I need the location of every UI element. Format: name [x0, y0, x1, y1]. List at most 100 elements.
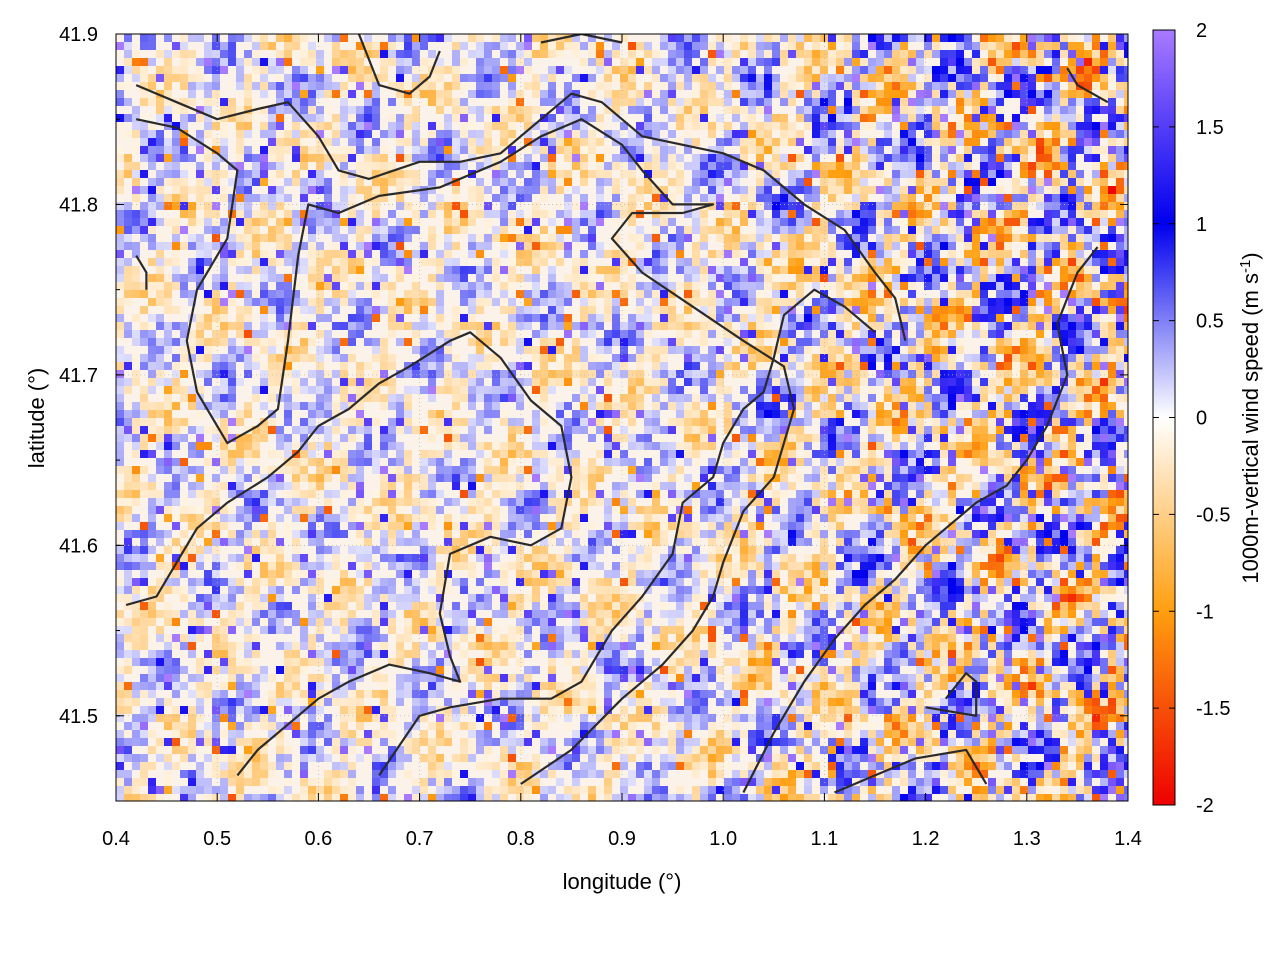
- heatmap-cell: [988, 314, 996, 322]
- heatmap-cell: [996, 66, 1004, 74]
- heatmap-cell: [380, 338, 388, 346]
- heatmap-cell: [468, 122, 476, 130]
- heatmap-cell: [1028, 402, 1036, 410]
- heatmap-cell: [932, 138, 940, 146]
- heatmap-cell: [764, 226, 772, 234]
- heatmap-cell: [172, 386, 180, 394]
- heatmap-cell: [796, 250, 804, 258]
- heatmap-cell: [660, 34, 668, 42]
- heatmap-cell: [652, 194, 660, 202]
- heatmap-cell: [220, 266, 228, 274]
- heatmap-cell: [228, 354, 236, 362]
- heatmap-cell: [804, 218, 812, 226]
- heatmap-cell: [372, 122, 380, 130]
- heatmap-cell: [228, 346, 236, 354]
- heatmap-cell: [652, 258, 660, 266]
- heatmap-cell: [1116, 154, 1124, 162]
- heatmap-cell: [996, 98, 1004, 106]
- heatmap-cell: [980, 274, 988, 282]
- heatmap-cell: [1108, 250, 1116, 258]
- heatmap-cell: [772, 210, 780, 218]
- heatmap-cell: [1028, 50, 1036, 58]
- heatmap-cell: [332, 122, 340, 130]
- heatmap-cell: [436, 314, 444, 322]
- heatmap-cell: [188, 234, 196, 242]
- heatmap-cell: [556, 210, 564, 218]
- heatmap-cell: [868, 314, 876, 322]
- heatmap-cell: [1084, 130, 1092, 138]
- heatmap-cell: [1124, 106, 1128, 114]
- heatmap-cell: [788, 330, 796, 338]
- heatmap-cell: [588, 138, 596, 146]
- heatmap-cell: [804, 258, 812, 266]
- heatmap-cell: [284, 250, 292, 258]
- heatmap-cell: [836, 58, 844, 66]
- heatmap-cell: [900, 170, 908, 178]
- heatmap-cell: [916, 314, 924, 322]
- heatmap-cell: [980, 250, 988, 258]
- heatmap-cell: [236, 146, 244, 154]
- heatmap-cell: [628, 170, 636, 178]
- heatmap-cell: [428, 178, 436, 186]
- heatmap-cell: [1100, 90, 1108, 98]
- heatmap-cell: [780, 34, 788, 42]
- heatmap-cell: [708, 298, 716, 306]
- heatmap-cell: [852, 50, 860, 58]
- heatmap-cell: [716, 378, 724, 386]
- heatmap-cell: [596, 138, 604, 146]
- heatmap-cell: [1028, 282, 1036, 290]
- heatmap-cell: [508, 82, 516, 90]
- heatmap-cell: [356, 410, 364, 418]
- heatmap-cell: [516, 322, 524, 330]
- heatmap-cell: [836, 338, 844, 346]
- heatmap-cell: [724, 154, 732, 162]
- heatmap-cell: [212, 66, 220, 74]
- heatmap-cell: [604, 210, 612, 218]
- heatmap-cell: [180, 282, 188, 290]
- heatmap-cell: [1084, 82, 1092, 90]
- heatmap-cell: [652, 146, 660, 154]
- heatmap-cell: [524, 186, 532, 194]
- heatmap-cell: [268, 66, 276, 74]
- heatmap-cell: [356, 234, 364, 242]
- heatmap-cell: [332, 386, 340, 394]
- heatmap-cell: [1116, 34, 1124, 42]
- heatmap-cell: [204, 298, 212, 306]
- heatmap-cell: [812, 218, 820, 226]
- heatmap-cell: [444, 82, 452, 90]
- heatmap-cell: [204, 402, 212, 410]
- heatmap-cell: [740, 82, 748, 90]
- heatmap-cell: [1052, 354, 1060, 362]
- heatmap-cell: [532, 266, 540, 274]
- heatmap-cell: [116, 394, 124, 402]
- heatmap-cell: [356, 274, 364, 282]
- heatmap-cell: [740, 186, 748, 194]
- heatmap-cell: [580, 298, 588, 306]
- heatmap-cell: [620, 354, 628, 362]
- heatmap-cell: [1060, 34, 1068, 42]
- heatmap-cell: [508, 338, 516, 346]
- heatmap-cell: [796, 402, 804, 410]
- heatmap-cell: [1100, 354, 1108, 362]
- heatmap-cell: [204, 130, 212, 138]
- heatmap-cell: [116, 122, 124, 130]
- heatmap-cell: [460, 114, 468, 122]
- heatmap-cell: [796, 426, 804, 434]
- heatmap-cell: [1044, 74, 1052, 82]
- heatmap-cell: [676, 98, 684, 106]
- heatmap-cell: [788, 402, 796, 410]
- heatmap-cell: [428, 370, 436, 378]
- heatmap-cell: [388, 58, 396, 66]
- heatmap-cell: [884, 130, 892, 138]
- heatmap-cell: [284, 218, 292, 226]
- heatmap-cell: [604, 410, 612, 418]
- heatmap-cell: [508, 418, 516, 426]
- heatmap-cell: [644, 410, 652, 418]
- heatmap-cell: [324, 314, 332, 322]
- heatmap-cell: [684, 306, 692, 314]
- heatmap-cell: [148, 282, 156, 290]
- heatmap-cell: [708, 378, 716, 386]
- heatmap-cell: [764, 282, 772, 290]
- heatmap-cell: [868, 322, 876, 330]
- heatmap-cell: [852, 250, 860, 258]
